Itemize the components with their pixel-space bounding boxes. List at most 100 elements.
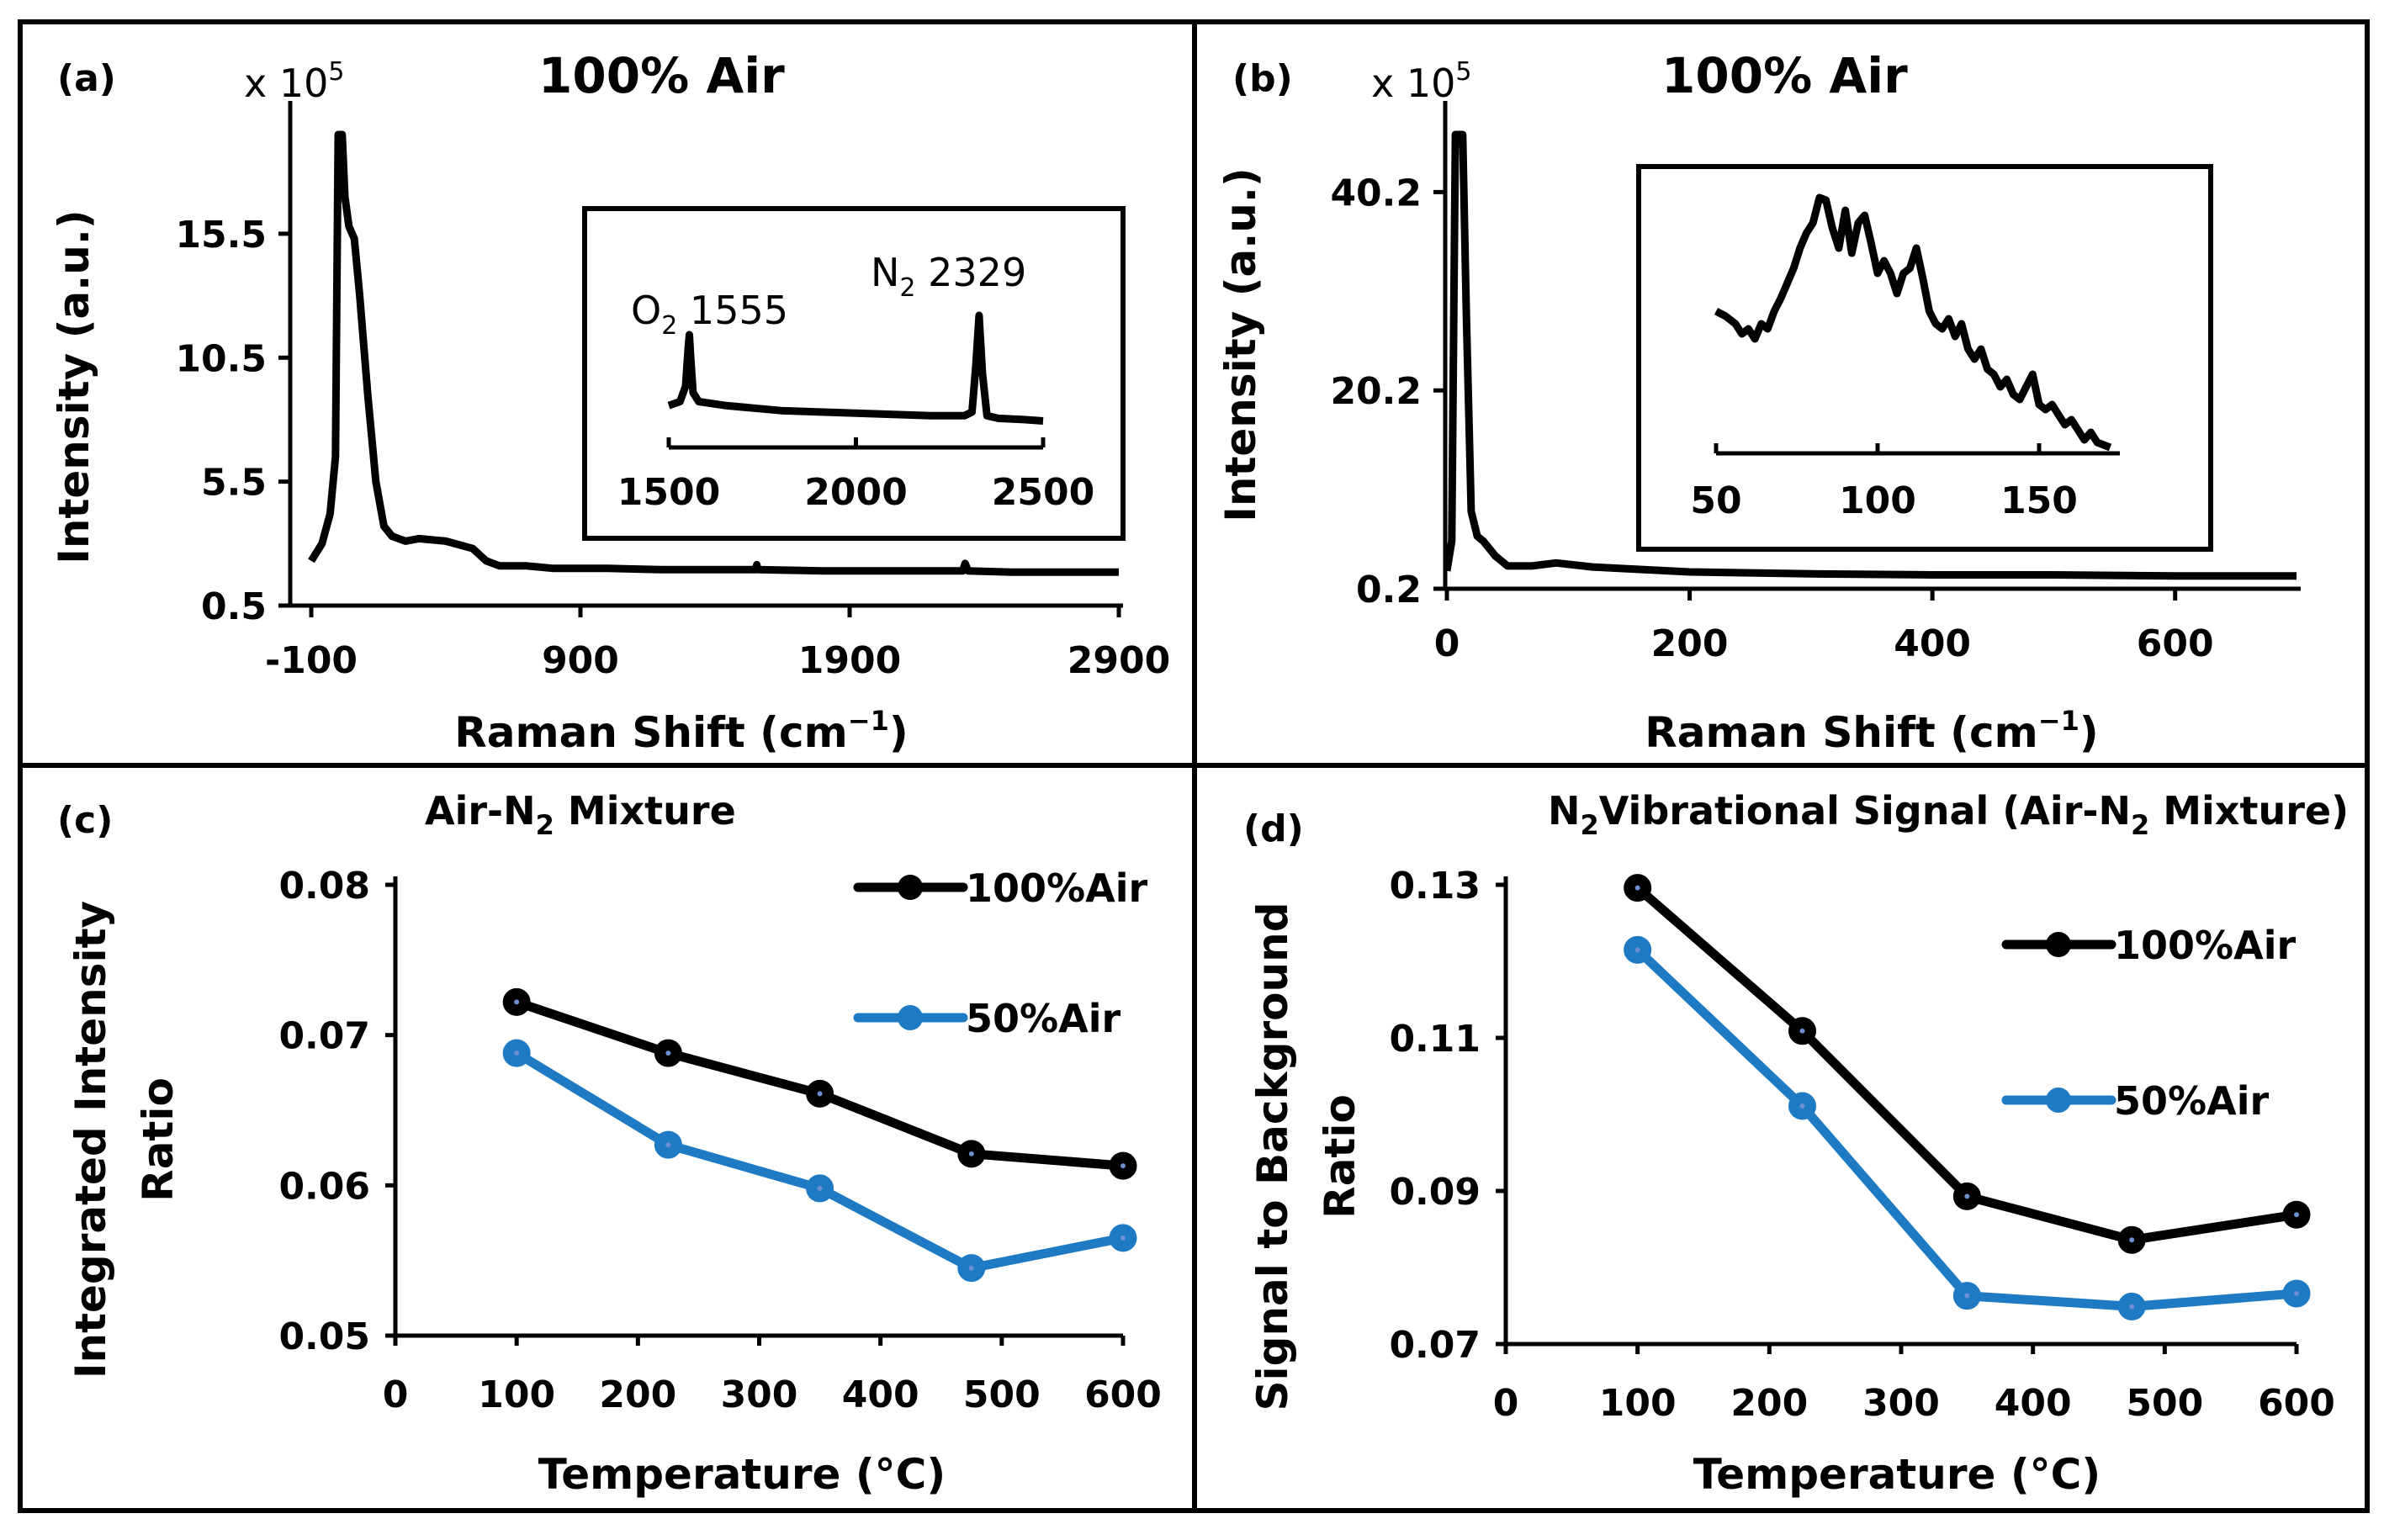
d-point-center xyxy=(2129,1304,2135,1310)
panel-d-title: N2Vibrational Signal (Air-N2 Mixture) xyxy=(1548,788,2349,841)
d-y-tick-label: 0.09 xyxy=(1389,1171,1481,1214)
d-point-center xyxy=(1634,947,1640,953)
c-y-tick-label: 0.07 xyxy=(278,1015,370,1058)
d-point-center xyxy=(1799,1028,1805,1034)
panel-d-y-label-line2: Ratio xyxy=(1316,1094,1364,1219)
a-x-tick-label: 1900 xyxy=(798,639,901,682)
a-inset-x-tick-label: 1500 xyxy=(617,471,720,514)
a-inset-annotation-n2: N2 2329 xyxy=(871,250,1026,303)
panel-a: (a) 100% Air x 105 Intensity (a.u.) Rama… xyxy=(50,47,1170,757)
d-legend-marker-50-air xyxy=(2046,1088,2071,1113)
c-y-tick-label: 0.06 xyxy=(278,1165,370,1208)
d-x-tick-label: 300 xyxy=(1862,1382,1940,1425)
panel-c-y-label-line1: Integrated Intensity xyxy=(66,901,115,1379)
a-y-tick-label: 0.5 xyxy=(201,585,267,628)
c-y-tick-label: 0.05 xyxy=(278,1315,370,1358)
d-y-tick-label: 0.13 xyxy=(1389,865,1481,908)
c-x-tick-label: 600 xyxy=(1084,1373,1162,1416)
c-point-center xyxy=(817,1091,823,1097)
c-point-center xyxy=(665,1050,671,1056)
c-legend-marker-100-air xyxy=(898,875,923,900)
panel-c-x-label: Temperature (°C) xyxy=(538,1450,946,1499)
c-point-center xyxy=(514,1050,520,1056)
d-point-center xyxy=(2294,1212,2299,1218)
a-x-tick-label: 2900 xyxy=(1068,639,1170,682)
a-inset-x-tick-label: 2000 xyxy=(804,471,907,514)
panel-b-inset-frame xyxy=(1636,164,2213,552)
d-x-tick-label: 600 xyxy=(2258,1382,2335,1425)
d-x-tick-label: 200 xyxy=(1730,1382,1808,1425)
panel-b-y-label: Intensity (a.u.) xyxy=(1216,167,1265,521)
panel-d: (d) N2Vibrational Signal (Air-N2 Mixture… xyxy=(1243,788,2349,1499)
d-x-tick-label: 500 xyxy=(2126,1382,2203,1425)
c-x-tick-label: 0 xyxy=(383,1373,409,1416)
c-point-center xyxy=(1120,1235,1126,1241)
d-legend-marker-100-air xyxy=(2046,932,2071,957)
a-inset-spectrum-line xyxy=(667,311,1044,425)
a-inset-annotation-o2: O2 1555 xyxy=(631,288,788,341)
panel-a-title: 100% Air xyxy=(538,47,785,104)
panel-b-label: (b) xyxy=(1232,57,1293,100)
panel-b-x-label: Raman Shift (cm−1) xyxy=(1645,705,2098,757)
b-inset-x-tick-label: 100 xyxy=(1839,479,1916,522)
a-inset-x-tick-label: 2500 xyxy=(992,471,1094,514)
panel-c-label: (c) xyxy=(57,799,113,842)
d-point-center xyxy=(2294,1290,2299,1296)
b-x-tick-label: 0 xyxy=(1434,622,1460,665)
d-point-center xyxy=(1964,1193,1970,1199)
c-point-center xyxy=(665,1142,671,1148)
c-point-center xyxy=(817,1185,823,1191)
a-x-tick-label: 900 xyxy=(542,639,619,682)
d-x-tick-label: 100 xyxy=(1599,1382,1677,1425)
b-inset-spectrum-line xyxy=(1714,193,2112,452)
d-point-center xyxy=(1634,885,1640,891)
c-x-tick-label: 100 xyxy=(478,1373,555,1416)
c-legend-marker-50-air xyxy=(898,1005,923,1030)
a-y-tick-label: 15.5 xyxy=(175,214,267,257)
panel-a-inset-frame xyxy=(582,206,1126,541)
panel-a-multiplier: x 105 xyxy=(244,57,344,106)
b-inset-x-tick-label: 50 xyxy=(1690,479,1741,522)
d-y-tick-label: 0.11 xyxy=(1389,1018,1481,1061)
d-y-tick-label: 0.07 xyxy=(1389,1324,1481,1367)
panel-c-title: Air-N2 Mixture xyxy=(425,788,736,841)
b-y-tick-label: 20.2 xyxy=(1330,370,1422,413)
panel-d-x-label: Temperature (°C) xyxy=(1693,1450,2101,1499)
panel-d-y-label-line1: Signal to Background xyxy=(1248,902,1297,1410)
b-x-tick-label: 600 xyxy=(2137,622,2214,665)
b-inset-x-tick-label: 150 xyxy=(2000,479,2078,522)
c-y-tick-label: 0.08 xyxy=(278,865,370,908)
b-y-tick-label: 0.2 xyxy=(1356,569,1422,611)
panel-a-y-label: Intensity (a.u.) xyxy=(50,209,98,564)
c-point-center xyxy=(1120,1163,1126,1169)
a-y-tick-label: 5.5 xyxy=(201,462,267,505)
c-point-center xyxy=(514,999,520,1005)
d-x-tick-label: 0 xyxy=(1493,1382,1519,1425)
c-x-tick-label: 400 xyxy=(842,1373,919,1416)
panel-a-x-label: Raman Shift (cm−1) xyxy=(454,705,908,757)
c-legend-label-50-air: 50%Air xyxy=(966,996,1120,1041)
c-x-tick-label: 300 xyxy=(721,1373,798,1416)
c-legend-label-100-air: 100%Air xyxy=(966,865,1147,911)
b-spectrum-line xyxy=(1443,130,2297,580)
d-legend-label-100-air: 100%Air xyxy=(2114,923,2296,968)
c-point-center xyxy=(968,1151,974,1156)
panel-c: (c) Air-N2 Mixture Integrated Intensity … xyxy=(57,788,1162,1499)
panel-b-multiplier: x 105 xyxy=(1371,57,1471,106)
d-x-tick-label: 400 xyxy=(1995,1382,2072,1425)
panel-d-label: (d) xyxy=(1243,807,1304,850)
panel-a-label: (a) xyxy=(57,57,116,100)
d-point-center xyxy=(2129,1237,2135,1243)
d-series-line-50-air xyxy=(1633,945,2302,1311)
b-x-tick-label: 200 xyxy=(1651,622,1729,665)
a-y-tick-label: 10.5 xyxy=(175,337,267,380)
panel-b: (b) 100% Air x 105 Intensity (a.u.) Rama… xyxy=(1216,47,2301,757)
d-point-center xyxy=(1964,1293,1970,1299)
c-point-center xyxy=(968,1265,974,1271)
d-legend-label-50-air: 50%Air xyxy=(2114,1078,2269,1124)
d-point-center xyxy=(1799,1103,1805,1109)
panel-b-title: 100% Air xyxy=(1661,47,1908,104)
b-y-tick-label: 40.2 xyxy=(1330,172,1422,214)
panel-c-y-label-line2: Ratio xyxy=(134,1077,183,1202)
